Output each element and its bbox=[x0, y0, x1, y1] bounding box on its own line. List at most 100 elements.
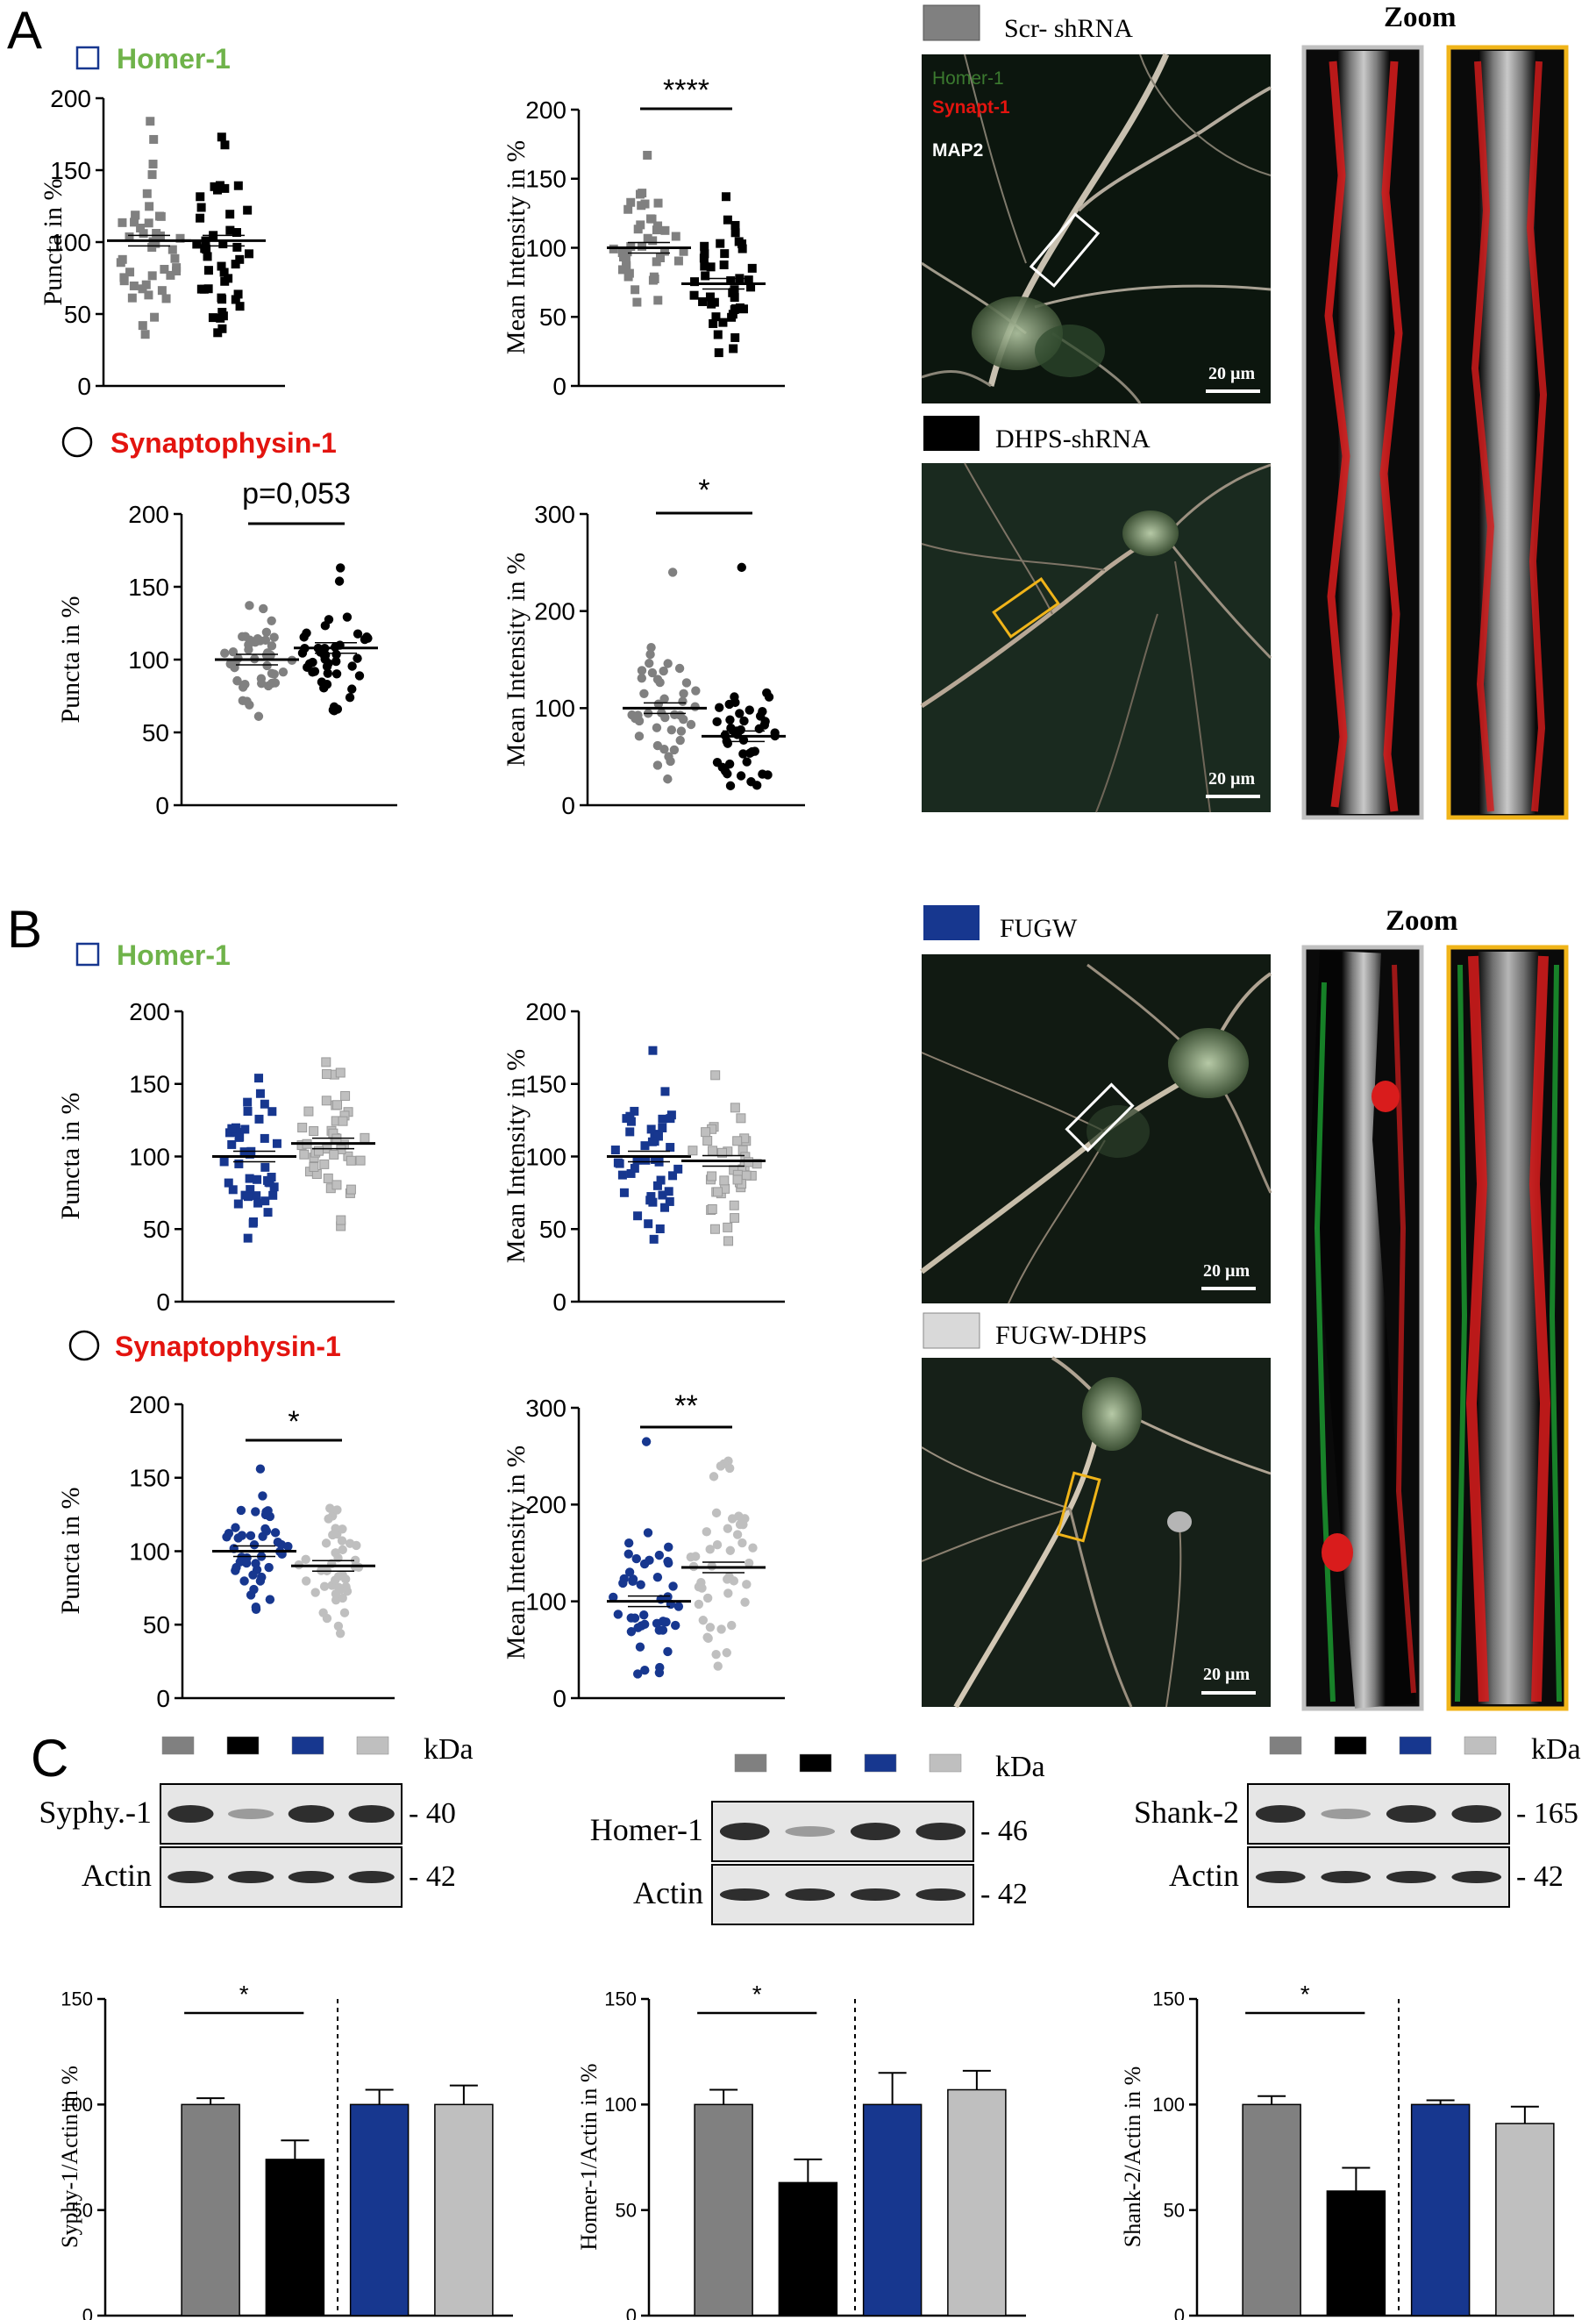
data-point bbox=[647, 1137, 657, 1146]
data-point bbox=[640, 1666, 650, 1675]
data-point bbox=[609, 1592, 618, 1603]
data-point bbox=[246, 1590, 256, 1600]
data-point bbox=[648, 1046, 658, 1055]
data-point bbox=[712, 717, 722, 727]
blot-protein-label: Homer-1 bbox=[590, 1812, 703, 1847]
data-point bbox=[721, 192, 730, 202]
data-point bbox=[219, 268, 229, 277]
y-tick-label: 150 bbox=[1152, 1988, 1185, 2010]
data-point bbox=[199, 284, 209, 294]
significance-label: p=0,053 bbox=[242, 477, 351, 510]
significance-label: * bbox=[239, 1981, 249, 2008]
blot-band bbox=[348, 1871, 395, 1883]
blot-protein-label: Shank-2 bbox=[1134, 1795, 1239, 1830]
data-point bbox=[236, 1505, 246, 1516]
square-symbol-icon bbox=[75, 46, 100, 70]
y-axis-label: Syphy-1/Actin in % bbox=[57, 2066, 82, 2248]
data-point bbox=[726, 276, 736, 286]
data-point bbox=[716, 1461, 726, 1471]
data-point bbox=[144, 290, 153, 300]
data-point bbox=[335, 1629, 346, 1638]
data-point bbox=[317, 677, 327, 687]
data-point bbox=[217, 261, 226, 271]
data-point bbox=[631, 285, 640, 295]
data-point bbox=[702, 1135, 713, 1146]
data-point bbox=[647, 667, 658, 678]
y-axis-label: Mean Intensity in % bbox=[502, 1049, 531, 1263]
data-point bbox=[674, 663, 685, 674]
data-point bbox=[618, 253, 628, 262]
significance-label: ** bbox=[674, 1389, 697, 1423]
micrograph-scr-shrna: Homer-1 Synapt-1 MAP2 20 µm bbox=[921, 53, 1272, 404]
y-axis-label: Puncta in % bbox=[56, 1093, 85, 1220]
data-point bbox=[141, 280, 151, 289]
data-point bbox=[217, 132, 226, 142]
data-point bbox=[235, 1132, 245, 1142]
data-point bbox=[752, 781, 762, 790]
data-point bbox=[297, 1123, 308, 1133]
western-blot: kDa - 165 Shank-2 - 42 Actin bbox=[1134, 1733, 1581, 1908]
data-point bbox=[690, 1552, 701, 1561]
blot-band bbox=[785, 1888, 836, 1901]
data-point bbox=[700, 249, 709, 259]
y-tick-label: 200 bbox=[534, 597, 575, 625]
blot-band bbox=[850, 1823, 901, 1840]
data-point bbox=[727, 1620, 737, 1631]
data-point bbox=[758, 706, 767, 717]
blot-band bbox=[228, 1809, 274, 1819]
data-point bbox=[664, 1187, 673, 1196]
data-point bbox=[713, 1187, 723, 1197]
data-point bbox=[220, 140, 230, 150]
fugw-dhps-legend-swatch bbox=[923, 1312, 980, 1349]
zoom-label-b: Zoom bbox=[1386, 905, 1458, 937]
data-point bbox=[253, 634, 263, 644]
data-point bbox=[730, 1213, 740, 1224]
data-point bbox=[251, 1507, 260, 1517]
data-point bbox=[192, 239, 202, 249]
data-point bbox=[738, 304, 748, 314]
data-point bbox=[659, 694, 669, 703]
data-point bbox=[723, 1236, 734, 1246]
micrograph-dhps-shrna: 20 µm bbox=[920, 462, 1272, 813]
synapto-legend-a: Synaptophysin-1 bbox=[110, 427, 337, 459]
data-point bbox=[724, 759, 735, 769]
fugw-legend-swatch bbox=[923, 905, 980, 940]
y-tick-label: 100 bbox=[1152, 2094, 1185, 2116]
data-point bbox=[329, 1149, 339, 1160]
data-point bbox=[248, 1570, 258, 1580]
data-point bbox=[691, 686, 701, 696]
data-point bbox=[679, 246, 688, 256]
data-point bbox=[666, 756, 675, 767]
data-point bbox=[633, 1211, 643, 1221]
data-point bbox=[656, 1175, 666, 1185]
data-point bbox=[653, 296, 663, 305]
data-point bbox=[260, 635, 271, 646]
data-point bbox=[261, 650, 272, 660]
channel-synapt: Synapt-1 bbox=[932, 97, 1010, 118]
data-point bbox=[665, 1196, 674, 1206]
data-point bbox=[319, 1159, 330, 1169]
data-point bbox=[730, 293, 739, 303]
data-point bbox=[729, 344, 738, 353]
data-point bbox=[325, 1503, 335, 1513]
data-point bbox=[623, 204, 633, 214]
data-point bbox=[196, 203, 206, 212]
data-point bbox=[730, 332, 740, 342]
data-point bbox=[196, 213, 205, 223]
scale-bar-label: 20 µm bbox=[1203, 1665, 1250, 1684]
data-point bbox=[619, 1188, 629, 1197]
data-point bbox=[722, 1648, 731, 1658]
western-blot: kDa - 46 Homer-1 - 42 Actin bbox=[590, 1751, 1045, 1925]
data-point bbox=[346, 1155, 356, 1166]
data-point bbox=[130, 218, 139, 227]
data-point bbox=[719, 260, 729, 269]
data-point bbox=[626, 1117, 636, 1126]
data-point bbox=[308, 657, 317, 667]
data-point bbox=[636, 1580, 645, 1589]
y-tick-label: 0 bbox=[156, 1685, 170, 1712]
data-point bbox=[666, 1114, 675, 1124]
data-point bbox=[659, 666, 668, 676]
data-point bbox=[640, 199, 650, 209]
bar bbox=[181, 2103, 240, 2316]
blot-band bbox=[719, 1823, 770, 1840]
